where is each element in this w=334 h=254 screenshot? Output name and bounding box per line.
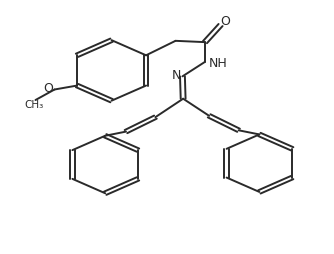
Text: N: N	[172, 69, 181, 82]
Text: O: O	[43, 83, 53, 96]
Text: NH: NH	[209, 57, 227, 70]
Text: O: O	[220, 15, 230, 28]
Text: CH₃: CH₃	[24, 100, 43, 110]
